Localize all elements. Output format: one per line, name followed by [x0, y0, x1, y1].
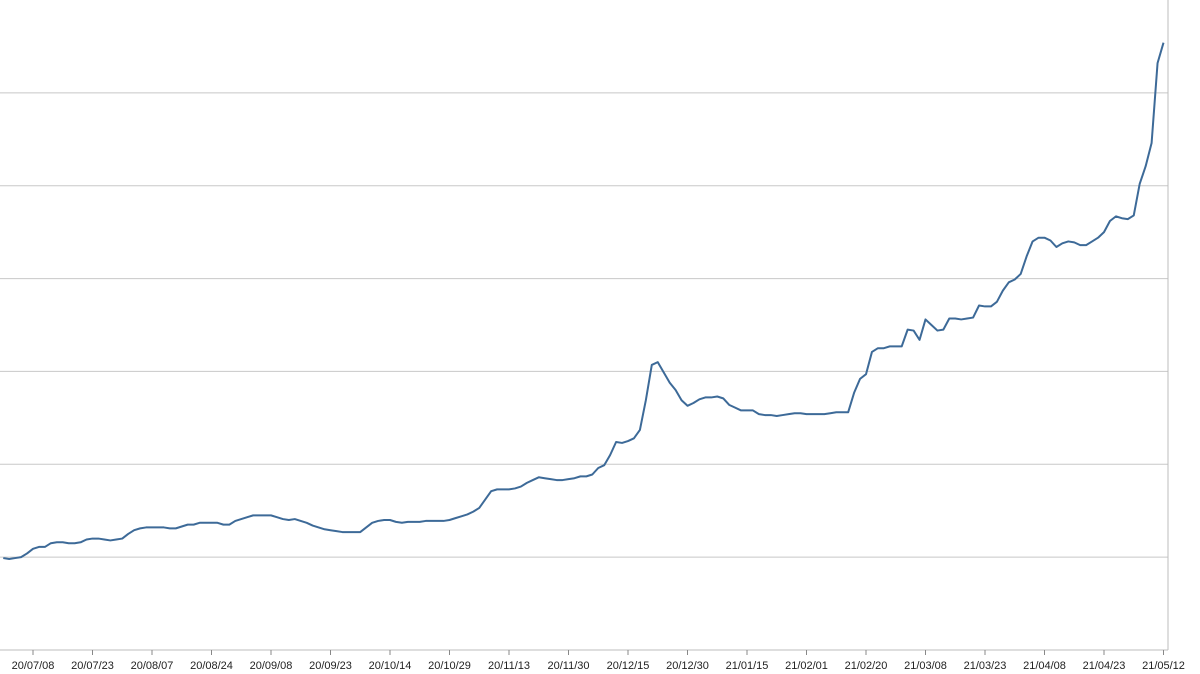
x-tick-label: 20/08/24 — [190, 660, 233, 672]
x-tick-label: 21/03/08 — [904, 660, 947, 672]
x-tick-label: 20/09/23 — [309, 660, 352, 672]
x-tick-label: 20/10/29 — [428, 660, 471, 672]
x-tick-label: 21/04/08 — [1023, 660, 1066, 672]
x-tick-label: 20/10/14 — [369, 660, 412, 672]
x-tick-label: 21/02/01 — [785, 660, 828, 672]
x-tick-label: 20/12/15 — [607, 660, 650, 672]
x-tick-label: 21/01/15 — [726, 660, 769, 672]
x-tick-label: 20/12/30 — [666, 660, 709, 672]
x-tick-label: 20/07/23 — [71, 660, 114, 672]
data-line — [3, 42, 1165, 560]
x-tick-label: 21/03/23 — [964, 660, 1007, 672]
x-tick-label: 20/11/13 — [488, 660, 530, 672]
x-tick-label: 20/09/08 — [250, 660, 293, 672]
x-tick-label: 21/04/23 — [1083, 660, 1126, 672]
x-tick-label: 20/11/30 — [547, 660, 589, 672]
x-tick-label: 21/02/20 — [845, 660, 888, 672]
x-tick-label: 20/07/08 — [12, 660, 55, 672]
x-tick-label: 21/05/12 — [1142, 660, 1185, 672]
x-tick-label: 20/08/07 — [131, 660, 174, 672]
